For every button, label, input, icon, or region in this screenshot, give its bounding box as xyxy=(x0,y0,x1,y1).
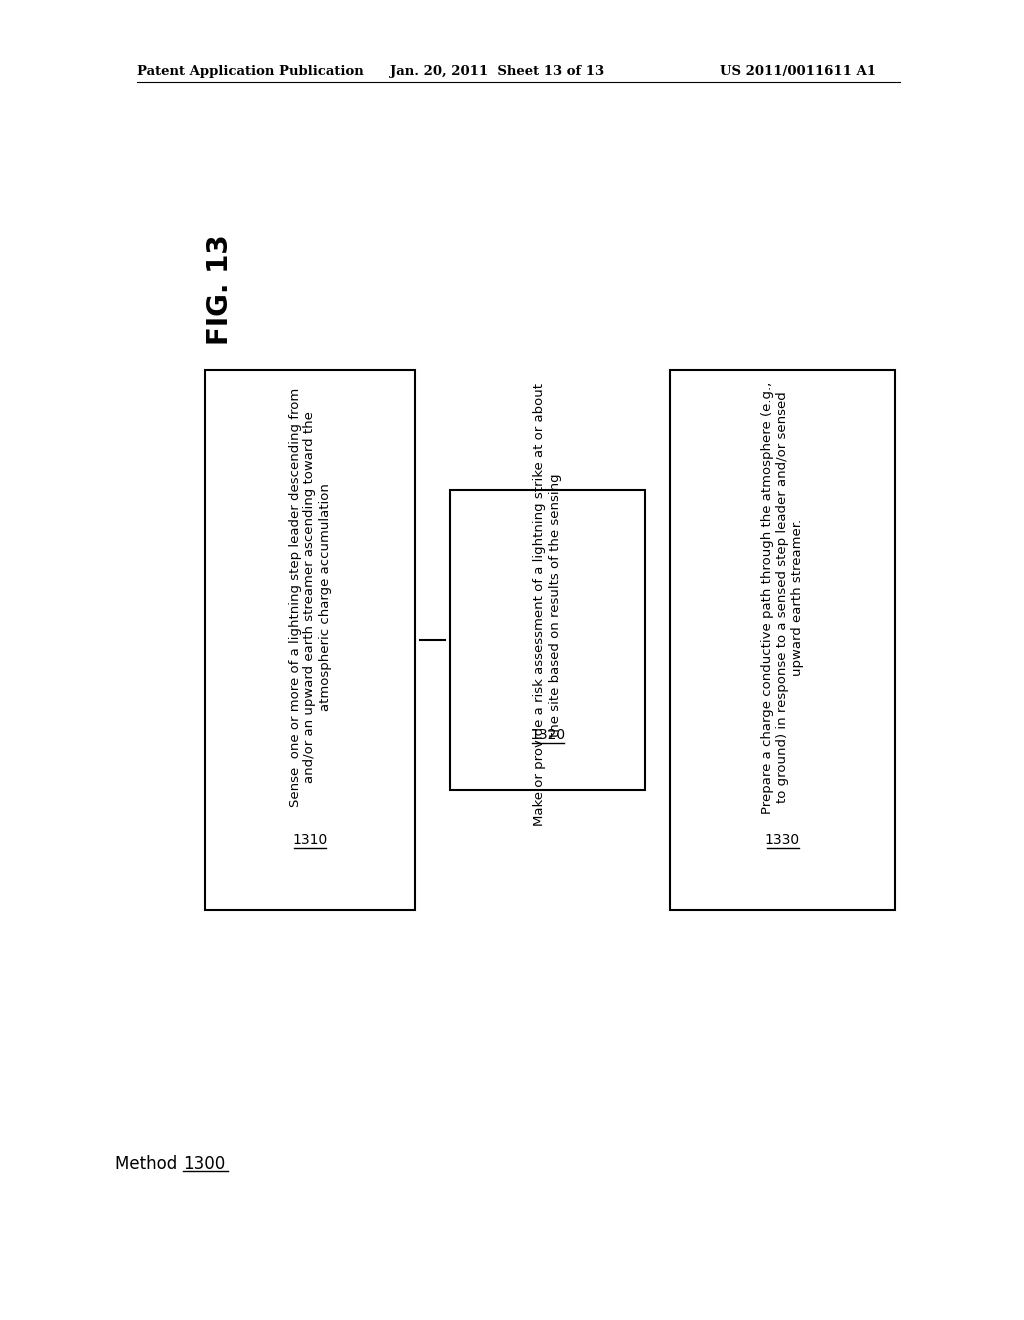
Text: Sense  one or more of a lightning step leader descending from
and/or an upward e: Sense one or more of a lightning step le… xyxy=(289,388,332,807)
Bar xyxy=(205,370,415,909)
Text: US 2011/0011611 A1: US 2011/0011611 A1 xyxy=(720,65,876,78)
Text: FIG. 13: FIG. 13 xyxy=(206,235,234,346)
Text: 1310: 1310 xyxy=(293,833,328,847)
Text: Prepare a charge conductive path through the atmosphere (e.g.,
to ground) in res: Prepare a charge conductive path through… xyxy=(761,381,804,813)
Bar xyxy=(670,370,895,909)
Text: Method: Method xyxy=(115,1155,182,1173)
Text: Jan. 20, 2011  Sheet 13 of 13: Jan. 20, 2011 Sheet 13 of 13 xyxy=(390,65,604,78)
Text: 1330: 1330 xyxy=(765,833,800,847)
Bar xyxy=(450,490,645,789)
Text: 1300: 1300 xyxy=(183,1155,225,1173)
Text: Patent Application Publication: Patent Application Publication xyxy=(137,65,364,78)
Text: Make or provide a risk assessment of a lightning strike at or about
the site bas: Make or provide a risk assessment of a l… xyxy=(534,384,561,826)
Text: 1320: 1320 xyxy=(530,729,565,742)
